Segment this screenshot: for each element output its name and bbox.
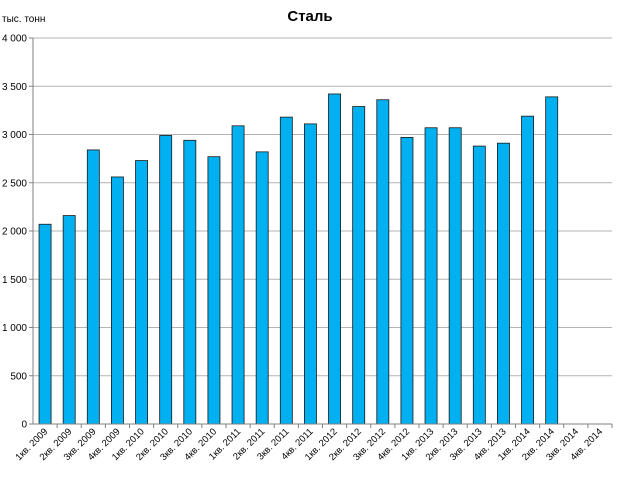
y-tick-label: 1 500 xyxy=(2,275,27,286)
chart-title: Сталь xyxy=(287,8,332,25)
bar xyxy=(255,151,269,425)
bar xyxy=(328,93,341,425)
y-axis-unit-label: тыс. тонн xyxy=(2,14,45,25)
y-tick-label: 2 000 xyxy=(2,227,27,238)
bar xyxy=(159,135,173,425)
bar xyxy=(38,223,52,425)
y-tick-label: 3 500 xyxy=(2,82,27,93)
y-tick-label: 3 000 xyxy=(2,130,27,141)
bar xyxy=(521,115,534,425)
y-tick-label: 4 000 xyxy=(2,34,27,45)
bar xyxy=(207,156,221,425)
bar xyxy=(62,215,76,425)
bar xyxy=(135,160,148,425)
y-axis-ticks: 0 500 1 000 1 500 2 000 2 500 3 000 3 500 4 000 xyxy=(2,34,33,431)
bar xyxy=(545,96,559,425)
bar xyxy=(424,127,438,425)
bar xyxy=(448,127,462,425)
bar xyxy=(376,99,390,425)
gridlines xyxy=(33,37,612,377)
y-tick-label: 1 000 xyxy=(2,323,27,334)
bar xyxy=(183,139,197,425)
bar xyxy=(111,176,124,425)
bar xyxy=(86,149,100,425)
y-tick-label: 500 xyxy=(10,371,27,382)
bar xyxy=(279,116,293,425)
bar xyxy=(231,125,245,425)
bar xyxy=(497,142,510,425)
y-tick-label: 2 500 xyxy=(2,178,27,189)
bar xyxy=(472,145,486,425)
y-tick-label: 0 xyxy=(21,420,27,431)
bars xyxy=(38,93,559,425)
bar xyxy=(304,123,317,425)
bar xyxy=(352,106,366,425)
bar xyxy=(400,136,414,425)
